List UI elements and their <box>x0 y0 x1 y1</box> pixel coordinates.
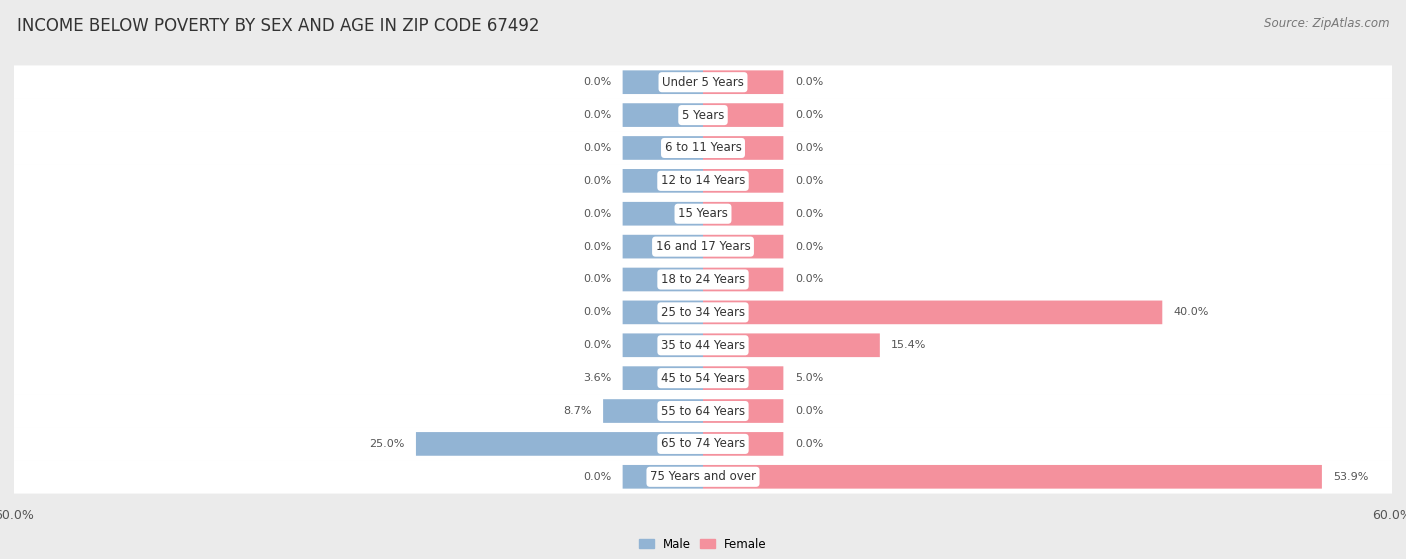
Text: 25.0%: 25.0% <box>370 439 405 449</box>
FancyBboxPatch shape <box>13 164 1393 198</box>
Text: 40.0%: 40.0% <box>1174 307 1209 318</box>
Text: 0.0%: 0.0% <box>583 110 612 120</box>
FancyBboxPatch shape <box>13 427 1393 461</box>
Text: 0.0%: 0.0% <box>794 176 823 186</box>
Text: 53.9%: 53.9% <box>1333 472 1369 482</box>
Text: Source: ZipAtlas.com: Source: ZipAtlas.com <box>1264 17 1389 30</box>
Text: 25 to 34 Years: 25 to 34 Years <box>661 306 745 319</box>
Text: 0.0%: 0.0% <box>583 143 612 153</box>
FancyBboxPatch shape <box>603 399 703 423</box>
Text: 5 Years: 5 Years <box>682 108 724 122</box>
Text: 35 to 44 Years: 35 to 44 Years <box>661 339 745 352</box>
FancyBboxPatch shape <box>703 465 1322 489</box>
Text: 65 to 74 Years: 65 to 74 Years <box>661 437 745 451</box>
Text: 0.0%: 0.0% <box>794 439 823 449</box>
FancyBboxPatch shape <box>703 169 783 193</box>
Text: Under 5 Years: Under 5 Years <box>662 75 744 89</box>
FancyBboxPatch shape <box>623 268 703 291</box>
FancyBboxPatch shape <box>13 460 1393 494</box>
Text: 0.0%: 0.0% <box>794 77 823 87</box>
Text: 15.4%: 15.4% <box>891 340 927 350</box>
FancyBboxPatch shape <box>703 366 783 390</box>
FancyBboxPatch shape <box>703 103 783 127</box>
FancyBboxPatch shape <box>703 301 1163 324</box>
FancyBboxPatch shape <box>623 103 703 127</box>
FancyBboxPatch shape <box>13 361 1393 395</box>
Text: 55 to 64 Years: 55 to 64 Years <box>661 405 745 418</box>
Text: 75 Years and over: 75 Years and over <box>650 470 756 484</box>
Text: 16 and 17 Years: 16 and 17 Years <box>655 240 751 253</box>
FancyBboxPatch shape <box>13 131 1393 165</box>
FancyBboxPatch shape <box>13 296 1393 329</box>
Legend: Male, Female: Male, Female <box>634 533 772 555</box>
Text: 0.0%: 0.0% <box>794 209 823 219</box>
Text: 15 Years: 15 Years <box>678 207 728 220</box>
FancyBboxPatch shape <box>13 329 1393 362</box>
FancyBboxPatch shape <box>623 333 703 357</box>
FancyBboxPatch shape <box>13 65 1393 99</box>
FancyBboxPatch shape <box>623 301 703 324</box>
Text: INCOME BELOW POVERTY BY SEX AND AGE IN ZIP CODE 67492: INCOME BELOW POVERTY BY SEX AND AGE IN Z… <box>17 17 540 35</box>
FancyBboxPatch shape <box>416 432 703 456</box>
Text: 18 to 24 Years: 18 to 24 Years <box>661 273 745 286</box>
Text: 0.0%: 0.0% <box>583 472 612 482</box>
Text: 3.6%: 3.6% <box>583 373 612 383</box>
FancyBboxPatch shape <box>623 235 703 258</box>
FancyBboxPatch shape <box>13 394 1393 428</box>
FancyBboxPatch shape <box>623 169 703 193</box>
Text: 0.0%: 0.0% <box>583 340 612 350</box>
FancyBboxPatch shape <box>623 70 703 94</box>
Text: 6 to 11 Years: 6 to 11 Years <box>665 141 741 154</box>
Text: 8.7%: 8.7% <box>564 406 592 416</box>
Text: 0.0%: 0.0% <box>583 209 612 219</box>
FancyBboxPatch shape <box>623 202 703 226</box>
FancyBboxPatch shape <box>703 333 880 357</box>
Text: 0.0%: 0.0% <box>583 307 612 318</box>
Text: 12 to 14 Years: 12 to 14 Years <box>661 174 745 187</box>
Text: 0.0%: 0.0% <box>794 274 823 285</box>
FancyBboxPatch shape <box>13 230 1393 263</box>
FancyBboxPatch shape <box>703 70 783 94</box>
FancyBboxPatch shape <box>623 366 703 390</box>
Text: 0.0%: 0.0% <box>583 274 612 285</box>
FancyBboxPatch shape <box>623 465 703 489</box>
FancyBboxPatch shape <box>623 136 703 160</box>
Text: 0.0%: 0.0% <box>794 406 823 416</box>
FancyBboxPatch shape <box>703 432 783 456</box>
FancyBboxPatch shape <box>703 202 783 226</box>
FancyBboxPatch shape <box>703 235 783 258</box>
Text: 5.0%: 5.0% <box>794 373 823 383</box>
Text: 0.0%: 0.0% <box>583 77 612 87</box>
FancyBboxPatch shape <box>703 136 783 160</box>
FancyBboxPatch shape <box>703 268 783 291</box>
FancyBboxPatch shape <box>13 98 1393 132</box>
Text: 0.0%: 0.0% <box>583 176 612 186</box>
Text: 0.0%: 0.0% <box>794 241 823 252</box>
FancyBboxPatch shape <box>703 399 783 423</box>
Text: 0.0%: 0.0% <box>794 143 823 153</box>
FancyBboxPatch shape <box>13 197 1393 230</box>
FancyBboxPatch shape <box>13 263 1393 296</box>
Text: 0.0%: 0.0% <box>794 110 823 120</box>
Text: 0.0%: 0.0% <box>583 241 612 252</box>
Text: 45 to 54 Years: 45 to 54 Years <box>661 372 745 385</box>
